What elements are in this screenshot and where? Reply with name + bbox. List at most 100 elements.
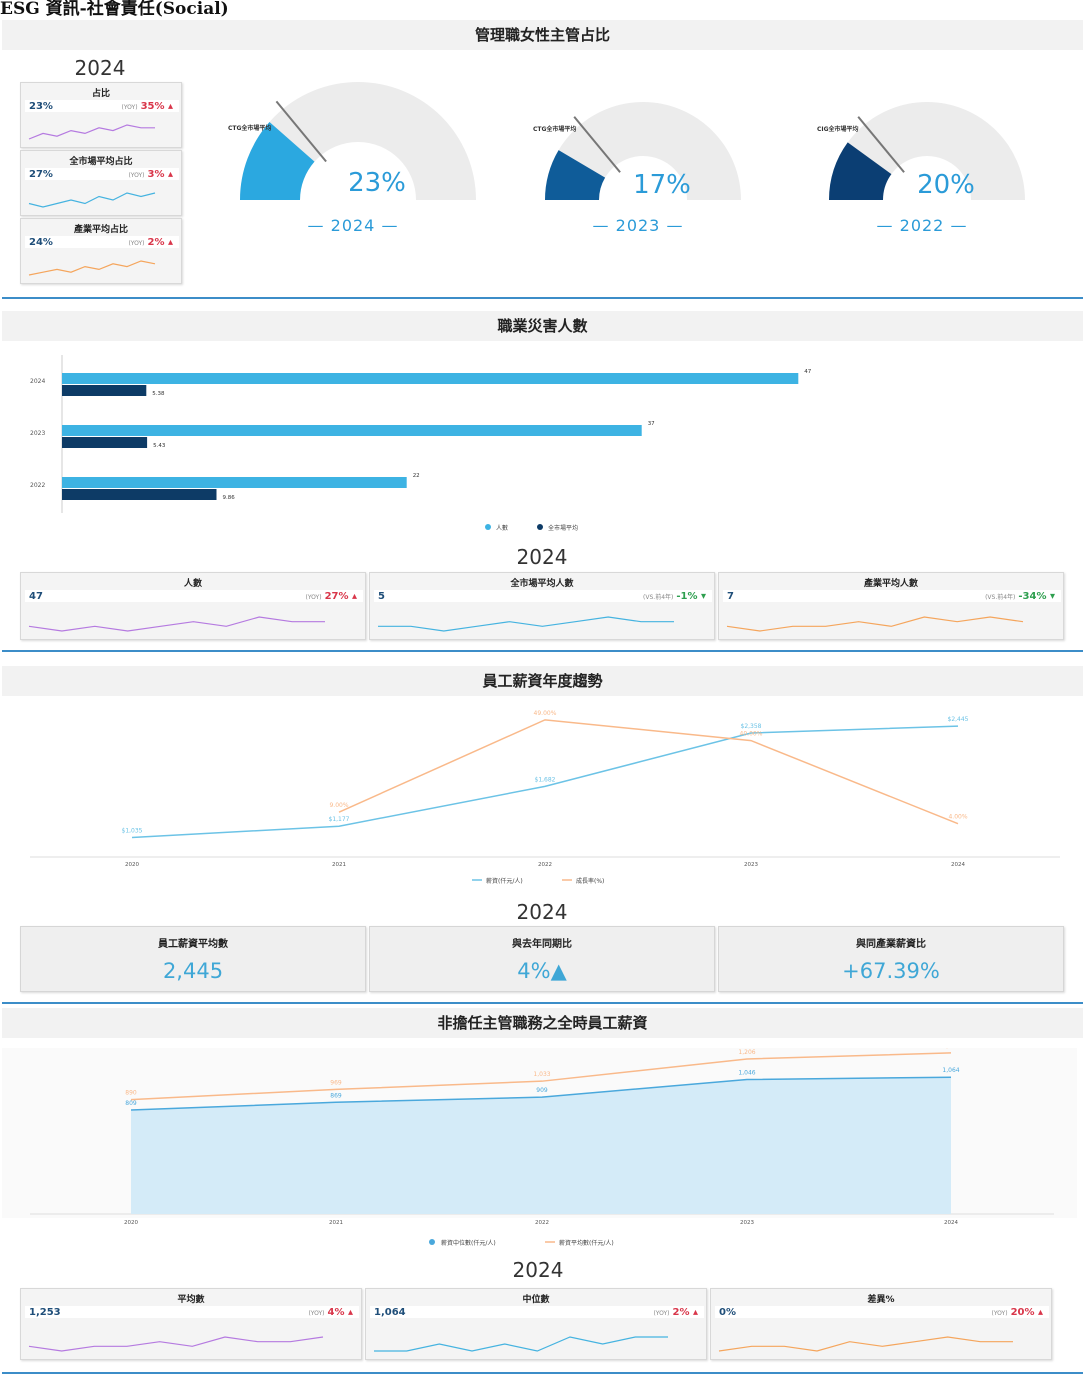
sparkline xyxy=(28,192,156,208)
kpi-label: 差異% xyxy=(867,1295,895,1305)
category-label: 2024 xyxy=(30,378,45,385)
kpi-change: (YOY) 20% ▴ xyxy=(991,1307,1043,1318)
kpi-change-tag: (YOY) xyxy=(305,594,322,601)
data-label: $1,682 xyxy=(535,776,556,783)
sparkline xyxy=(28,1336,324,1352)
kpi-card: 產業平均占比 24% (YOY) 2% ▴ xyxy=(20,218,182,284)
gauge-marker xyxy=(275,100,327,163)
gauge-value: 17% xyxy=(633,170,691,200)
sparkline-path xyxy=(28,1336,324,1352)
kpi-value: 23% xyxy=(29,101,53,112)
sparkline-path xyxy=(374,1336,668,1352)
stat-value: 2,445 xyxy=(162,959,224,983)
year-label: 2024 xyxy=(516,900,568,924)
x-tick-label: 2024 xyxy=(944,1220,958,1226)
non-manager-area-chart: 2020 2021 2022 2023 2024 809 869 909 1,046 1,064 8… xyxy=(2,1048,1077,1247)
gauge-year: — 2022 — xyxy=(876,216,968,235)
bar xyxy=(62,477,407,488)
gauge-value: 20% xyxy=(917,170,975,200)
section-salary-trend: 員工薪資年度趨勢 2020 2021 2022 2023 2024 $1,035 $1,17… xyxy=(2,652,1083,1004)
x-tick-label: 2024 xyxy=(951,862,965,868)
stat-card: 與同產業薪資比 +67.39% xyxy=(718,926,1064,992)
bar-label: 37 xyxy=(648,421,655,427)
data-label: 890 xyxy=(125,1090,137,1097)
x-tick-label: 2022 xyxy=(535,1220,549,1226)
kpi-change: (VS.前4年) -34% ▾ xyxy=(985,591,1055,602)
section-title: 管理職女性主管占比 xyxy=(2,20,1083,50)
legend-label: 薪資中位數(仟元/人) xyxy=(441,1239,496,1247)
stat-value: +67.39% xyxy=(842,959,940,983)
legend-label: 成長率(%) xyxy=(576,877,604,885)
kpi-change-tag: (YOY) xyxy=(308,1310,325,1317)
kpi-value: 0% xyxy=(719,1307,736,1318)
legend-marker xyxy=(429,1239,435,1245)
sparkline xyxy=(28,260,156,276)
data-label: 1,253 xyxy=(942,1048,959,1050)
legend-marker xyxy=(537,524,543,530)
kpi-change: (YOY) 2% ▴ xyxy=(653,1307,698,1318)
kpi-label: 占比 xyxy=(91,89,110,99)
kpi-value: 7 xyxy=(727,591,734,602)
sparkline-path xyxy=(28,192,156,208)
kpi-change-tag: (VS.前4年) xyxy=(985,594,1016,601)
page-header-title: ESG 資訊-社會責任(Social) xyxy=(0,0,229,19)
bar xyxy=(62,385,147,396)
bar xyxy=(62,437,148,448)
bar-label: 22 xyxy=(413,473,420,479)
bar-label: 47 xyxy=(804,369,811,375)
legend-label: 薪資平均數(仟元/人) xyxy=(559,1239,614,1247)
series-line xyxy=(338,719,959,825)
kpi-change-tag: (YOY) xyxy=(121,104,138,111)
data-label: 869 xyxy=(330,1092,342,1099)
sparkline-path xyxy=(718,1336,1013,1352)
kpi-value: 5 xyxy=(378,591,385,602)
data-label: 809 xyxy=(125,1100,137,1107)
kpi-label: 人數 xyxy=(183,579,202,589)
kpi-label: 全市場平均人數 xyxy=(510,579,574,589)
sparkline xyxy=(28,124,155,140)
sparkline xyxy=(378,616,674,632)
x-tick-label: 2020 xyxy=(124,1220,138,1226)
gauge xyxy=(240,82,476,200)
sparkline-path xyxy=(28,616,325,632)
data-label: 969 xyxy=(330,1079,342,1086)
year-label: 2024 xyxy=(74,56,126,80)
gauge-marker xyxy=(573,116,621,173)
kpi-change-tag: (YOY) xyxy=(128,240,145,247)
kpi-change: (YOY) 2% ▴ xyxy=(128,237,173,248)
year-label: 2024 xyxy=(516,545,568,569)
series-line xyxy=(131,725,959,839)
area-fill xyxy=(131,1077,951,1214)
sparkline xyxy=(726,616,1024,632)
section-title: 員工薪資年度趨勢 xyxy=(2,666,1083,696)
stat-label: 與同產業薪資比 xyxy=(856,939,926,950)
stat-card: 與去年同期比 4%▲ xyxy=(369,926,715,992)
gauge xyxy=(829,102,1025,200)
kpi-label: 平均數 xyxy=(177,1295,205,1305)
bar xyxy=(62,373,799,384)
bar xyxy=(62,489,217,500)
kpi-change-tag: (VS.前4年) xyxy=(643,594,674,601)
kpi-label: 中位數 xyxy=(522,1295,550,1305)
section-title: 非擔任主管職務之全時員工薪資 xyxy=(2,1008,1083,1038)
data-label: 40.00% xyxy=(740,731,763,738)
gauge-marker xyxy=(857,116,905,173)
x-tick-label: 2020 xyxy=(125,862,139,868)
sparkline xyxy=(374,1336,668,1352)
sparkline-path xyxy=(28,124,155,140)
data-label: $2,358 xyxy=(741,723,762,730)
kpi-value: 1,253 xyxy=(29,1307,61,1318)
bar-label: 5.43 xyxy=(153,443,166,449)
kpi-card: 全市場平均人數 5 (VS.前4年) -1% ▾ xyxy=(369,572,715,640)
kpi-value: 24% xyxy=(29,237,53,248)
stat-value: 4%▲ xyxy=(517,959,567,983)
kpi-change: (YOY) 4% ▴ xyxy=(308,1307,353,1318)
data-label: 4.00% xyxy=(948,814,967,821)
data-label: 1,046 xyxy=(738,1070,755,1077)
kpi-label: 全市場平均占比 xyxy=(69,157,133,167)
kpi-value: 1,064 xyxy=(374,1307,406,1318)
gauge-year: — 2023 — xyxy=(592,216,684,235)
x-tick-label: 2023 xyxy=(740,1220,754,1226)
kpi-value: 27% xyxy=(29,169,53,180)
data-label: $2,445 xyxy=(948,716,969,723)
